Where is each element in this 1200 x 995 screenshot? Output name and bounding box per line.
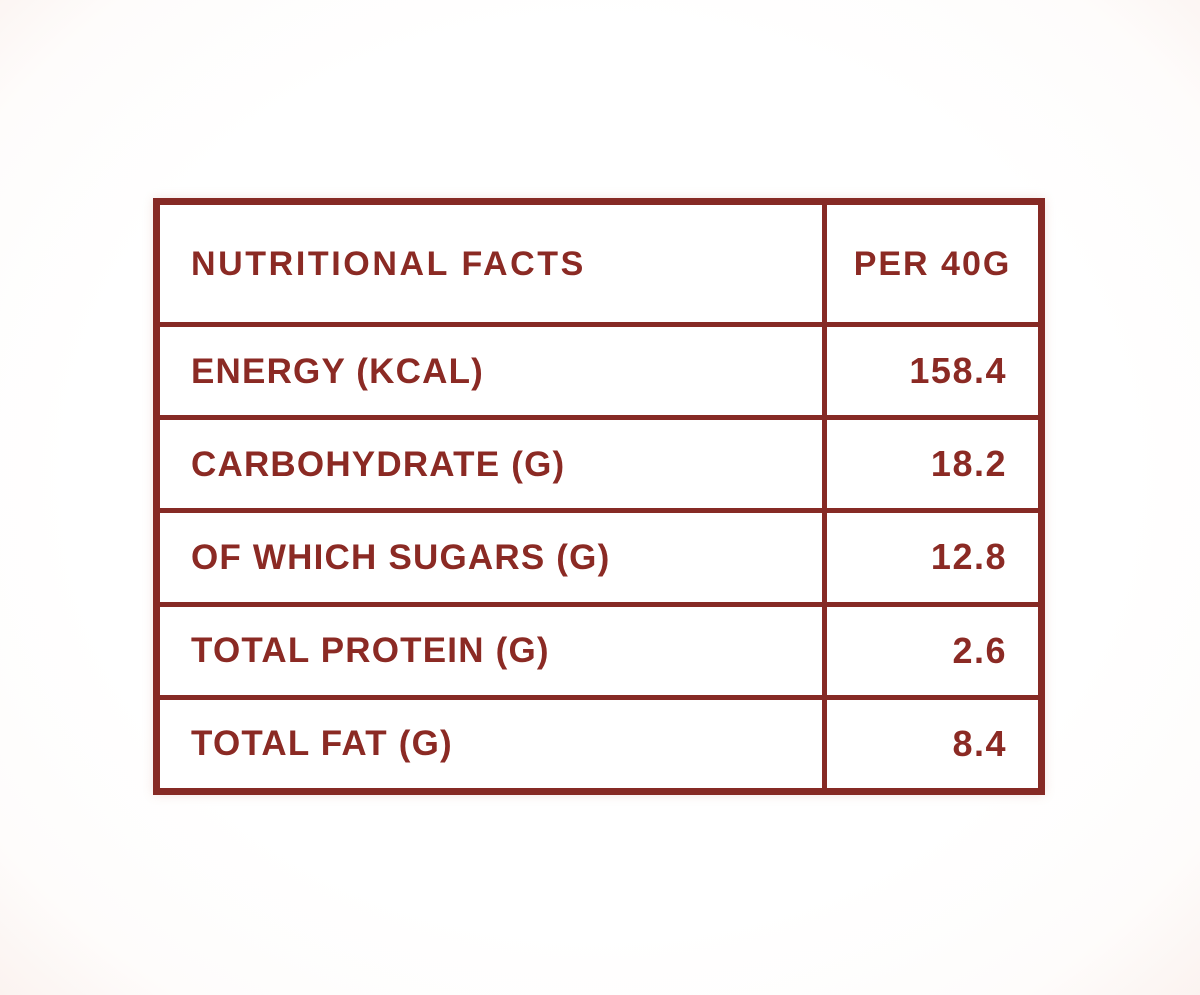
nutrition-facts-table: NUTRITIONAL FACTS PER 40G ENERGY (KCAL) …: [153, 198, 1045, 795]
row-protein-label: TOTAL PROTEIN (G): [160, 601, 822, 695]
row-carbohydrate-label: CARBOHYDRATE (G): [160, 415, 822, 508]
table-header-serving-column: PER 40G: [822, 205, 1038, 322]
row-energy-label: ENERGY (KCAL): [160, 322, 822, 415]
row-protein-value: 2.6: [822, 601, 1038, 695]
table-header-title: NUTRITIONAL FACTS: [191, 244, 586, 283]
row-sugars-value: 12.8: [822, 508, 1038, 602]
row-fat-label: TOTAL FAT (G): [160, 694, 822, 788]
row-carbohydrate-value: 18.2: [822, 415, 1038, 509]
row-sugars-label: OF WHICH SUGARS (G): [160, 508, 822, 601]
row-energy-value: 158.4: [822, 322, 1038, 416]
row-fat-value: 8.4: [822, 694, 1038, 788]
